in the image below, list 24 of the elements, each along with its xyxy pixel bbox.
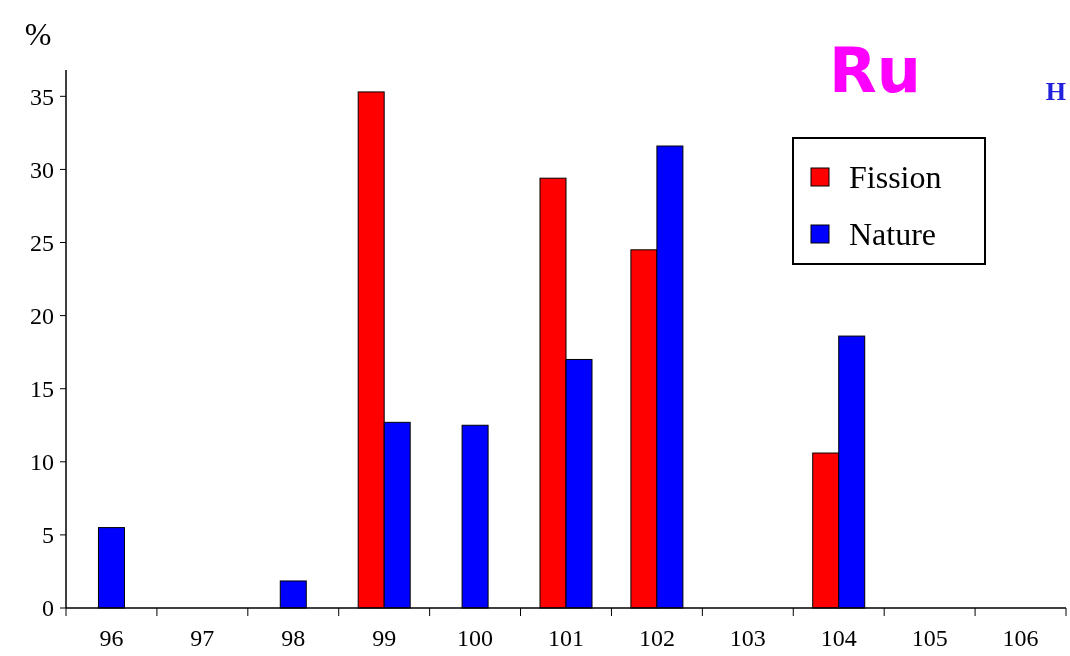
x-tick-label: 99 (372, 625, 397, 651)
x-tick-label: 100 (457, 625, 494, 651)
y-tick-label: 5 (42, 522, 54, 549)
y-tick-label: 35 (30, 83, 54, 110)
legend-label: Nature (849, 216, 937, 253)
x-tick-label: 97 (190, 625, 215, 651)
x-tick-label: 106 (1002, 625, 1039, 651)
x-tick-label: 104 (820, 625, 857, 651)
x-tick-label: 102 (638, 625, 675, 651)
legend-label: Fission (849, 159, 942, 196)
y-tick-label: 30 (30, 156, 54, 183)
y-axis-title: % (24, 16, 52, 52)
chart-title: Ru (829, 34, 921, 107)
y-tick-label: 20 (30, 303, 54, 330)
y-tick-label: 15 (30, 376, 54, 403)
y-tick-label: 25 (30, 229, 54, 256)
x-tick-label: 103 (729, 625, 766, 651)
x-tick-label: 105 (911, 625, 948, 651)
y-tick-label: 0 (42, 595, 54, 622)
x-tick-label: 98 (281, 625, 306, 651)
x-tick-label: 96 (99, 625, 124, 651)
annotation: H (1045, 77, 1066, 106)
x-tick-label: 101 (548, 625, 584, 651)
y-tick-label: 10 (30, 449, 54, 476)
